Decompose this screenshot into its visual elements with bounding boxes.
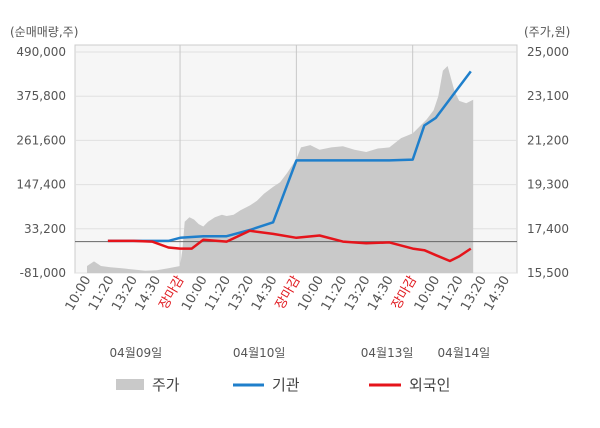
x-axis: 10:0011:2013:2014:30장마감10:0011:2013:2014…: [63, 273, 513, 313]
price-area: [87, 66, 474, 273]
date-label-3: 04월14일: [438, 346, 491, 360]
date-label-2: 04월13일: [361, 346, 414, 360]
legend-price-label: 주가: [152, 376, 180, 394]
legend: 주가 기관 외국인: [116, 376, 450, 394]
y-left-tick-3: 147,400: [16, 178, 66, 192]
y-left-tick-0: 490,000: [16, 45, 66, 59]
y-left-tick-1: 375,800: [16, 89, 66, 103]
y-left-tick-4: 33,200: [24, 222, 66, 236]
y-right-tick-0: 25,000: [527, 45, 569, 59]
date-label-1: 04월10일: [233, 346, 286, 360]
y-right-tick-3: 19,300: [527, 178, 569, 192]
y-right-tick-2: 21,200: [527, 133, 569, 147]
y-left-tick-2: 261,600: [16, 133, 66, 147]
legend-foreign-label: 외국인: [409, 376, 450, 394]
y-right-tick-4: 17,400: [527, 222, 569, 236]
right-axis: 25,000 23,100 21,200 19,300 17,400 15,500: [527, 45, 569, 280]
y-left-tick-5: -81,000: [20, 266, 66, 280]
y-right-tick-1: 23,100: [527, 89, 569, 103]
legend-price-swatch: [116, 379, 144, 390]
left-axis-title: (순매매량,주): [10, 25, 78, 39]
right-axis-title: (주가,원): [524, 25, 570, 39]
series-lines-layer: [107, 70, 472, 263]
left-axis: 490,000 375,800 261,600 147,400 33,200 -81,00…: [16, 45, 66, 280]
date-labels: 04월09일 04월10일 04월13일 04월14일: [110, 346, 491, 360]
price-area-layer: [87, 66, 474, 273]
foreign-line: [107, 229, 472, 263]
date-label-0: 04월09일: [110, 346, 163, 360]
y-right-tick-5: 15,500: [527, 266, 569, 280]
legend-institution-label: 기관: [272, 376, 300, 394]
institution-line: [107, 70, 472, 243]
